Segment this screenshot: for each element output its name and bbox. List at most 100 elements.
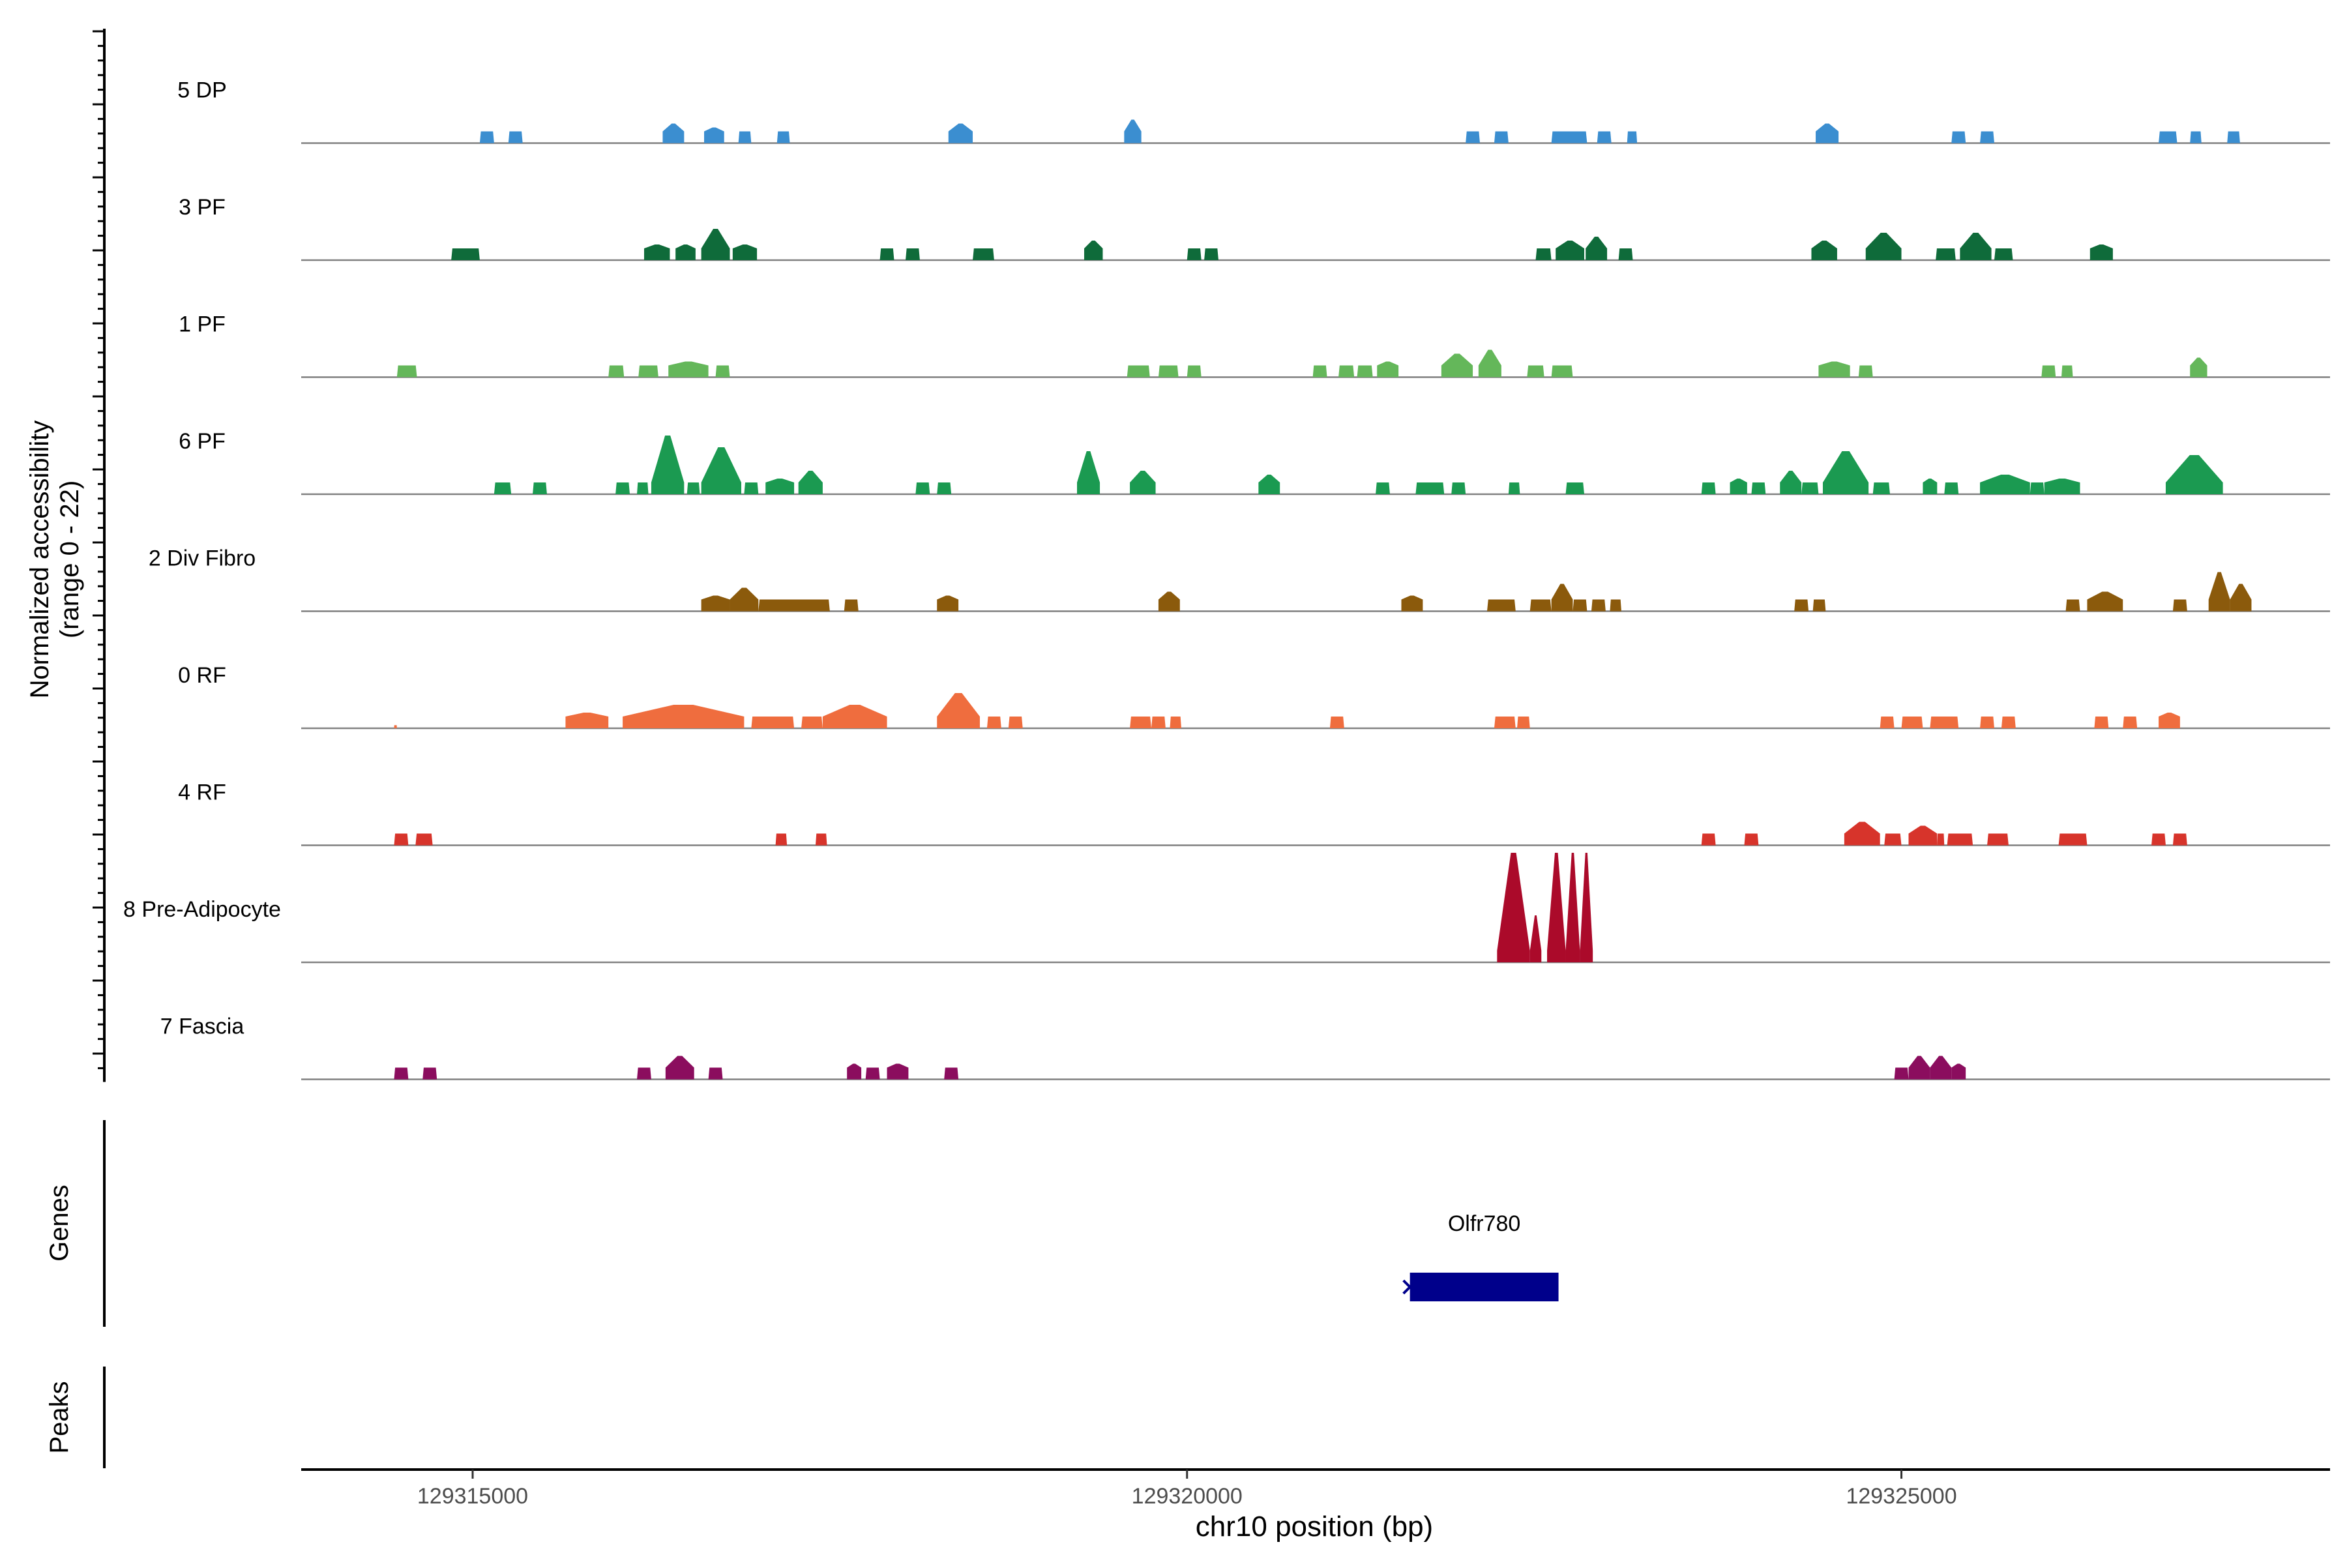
track-7-fascia: 7 Fascia bbox=[160, 1014, 2330, 1080]
track-4-rf: 4 RF bbox=[178, 780, 2330, 846]
coverage-peak bbox=[1529, 915, 1542, 962]
coverage-peak bbox=[2089, 244, 2113, 260]
coverage-peak bbox=[422, 1067, 437, 1080]
track-2-div-fibro: 2 Div Fibro bbox=[149, 546, 2330, 612]
coverage-peak bbox=[732, 244, 758, 260]
coverage-peak bbox=[2172, 833, 2187, 846]
coverage-peak bbox=[758, 599, 830, 612]
coverage-peak bbox=[1951, 1063, 1966, 1080]
coverage-peak bbox=[394, 725, 397, 728]
track-label: 2 Div Fibro bbox=[149, 546, 256, 571]
coverage-peak bbox=[1130, 471, 1156, 494]
coverage-peak bbox=[1556, 241, 1585, 260]
track-label: 7 Fascia bbox=[160, 1014, 244, 1039]
coverage-peak bbox=[1901, 717, 1923, 728]
coverage-peak bbox=[1441, 353, 1473, 377]
track-5-dp: 5 DP bbox=[177, 78, 2330, 144]
y-axis-title-line2: (range 0 - 22) bbox=[55, 481, 84, 638]
track-3-pf: 3 PF bbox=[179, 195, 2330, 261]
coverage-peak bbox=[565, 713, 609, 728]
coverage-peak bbox=[2044, 479, 2080, 494]
coverage-peak bbox=[2030, 482, 2044, 494]
gene-olfr780: Olfr780 bbox=[1402, 1211, 1559, 1301]
coverage-peak bbox=[1357, 365, 1373, 377]
coverage-peak bbox=[1794, 599, 1809, 612]
x-ticks-layer: 129315000 129320000 129325000 bbox=[417, 1470, 1957, 1509]
coverage-peak bbox=[1187, 365, 1202, 377]
coverage-peak bbox=[1936, 248, 1956, 260]
coverage-peak bbox=[1844, 821, 1880, 846]
coverage-peak bbox=[2227, 131, 2240, 143]
coverage-peak bbox=[1812, 599, 1826, 612]
coverage-peak bbox=[394, 1067, 409, 1080]
coverage-peak bbox=[1960, 233, 1992, 260]
coverage-peak bbox=[2058, 833, 2088, 846]
coverage-peak bbox=[1508, 482, 1520, 494]
coverage-peak bbox=[1258, 475, 1280, 494]
coverage-peak bbox=[1127, 365, 1150, 377]
track-label: 4 RF bbox=[178, 780, 226, 805]
coverage-peak bbox=[508, 131, 523, 143]
coverage-peak bbox=[1158, 591, 1180, 612]
track-label: 3 PF bbox=[179, 195, 226, 220]
coverage-peak bbox=[1478, 349, 1501, 377]
coverage-peak bbox=[1816, 123, 1839, 143]
coverage-peak bbox=[2230, 584, 2252, 612]
coverage-peak bbox=[776, 131, 790, 143]
coverage-peak bbox=[973, 248, 994, 260]
coverage-peak bbox=[1947, 833, 1973, 846]
coverage-peak bbox=[1124, 119, 1142, 143]
peaks-panel-label: Peaks bbox=[45, 1381, 74, 1453]
track-label: 8 Pre-Adipocyte bbox=[123, 897, 281, 922]
coverage-peak bbox=[1858, 365, 1873, 377]
coverage-peak bbox=[1312, 365, 1327, 377]
coverage-peak bbox=[751, 717, 795, 728]
coverage-peak bbox=[2172, 599, 2187, 612]
coverage-peak bbox=[844, 599, 859, 612]
coverage-peak bbox=[675, 244, 696, 260]
coverage-peak bbox=[1751, 482, 1766, 494]
x-axis-title: chr10 position (bp) bbox=[1196, 1511, 1433, 1543]
coverage-peak bbox=[798, 471, 823, 494]
coverage-peak bbox=[1494, 717, 1516, 728]
coverage-peak bbox=[822, 705, 887, 728]
coverage-peak bbox=[2151, 833, 2166, 846]
coverage-peak bbox=[1187, 248, 1202, 260]
coverage-peak bbox=[1130, 717, 1151, 728]
coverage-peak bbox=[701, 447, 741, 494]
coverage-peak bbox=[1547, 853, 1566, 962]
coverage-peak bbox=[479, 131, 494, 143]
coverage-peak bbox=[1494, 131, 1509, 143]
coverage-peak bbox=[1551, 131, 1587, 143]
coverage-peak bbox=[668, 361, 709, 377]
strand-arrow-icon bbox=[1402, 1279, 1412, 1295]
coverage-peak bbox=[686, 482, 700, 494]
coverage-peak bbox=[1170, 717, 1181, 728]
coverage-peak bbox=[815, 833, 827, 846]
coverage-peak bbox=[948, 123, 973, 143]
coverage-peak bbox=[2061, 365, 2073, 377]
coverage-peak bbox=[915, 482, 930, 494]
coverage-peak bbox=[615, 482, 630, 494]
coverage-peak bbox=[533, 482, 547, 494]
track-0-rf: 0 RF bbox=[178, 663, 2330, 730]
coverage-peak bbox=[1529, 599, 1552, 612]
coverage-peak bbox=[2123, 717, 2138, 728]
coverage-peak bbox=[986, 717, 1001, 728]
coverage-peak bbox=[1415, 482, 1445, 494]
coverage-peak bbox=[1730, 479, 1747, 494]
coverage-peak bbox=[1084, 241, 1103, 260]
coverage-peak bbox=[1944, 482, 1959, 494]
track-1-pf: 1 PF bbox=[179, 312, 2330, 378]
coverage-peak bbox=[906, 248, 920, 260]
coverage-peak bbox=[1865, 233, 1902, 260]
track-label: 6 PF bbox=[179, 429, 226, 454]
coverage-peak bbox=[623, 705, 745, 728]
track-6-pf: 6 PF bbox=[179, 429, 2330, 496]
coverage-peak bbox=[775, 833, 788, 846]
track-label: 0 RF bbox=[178, 663, 226, 688]
coverage-peak bbox=[1527, 365, 1544, 377]
coverage-peak bbox=[701, 229, 730, 260]
